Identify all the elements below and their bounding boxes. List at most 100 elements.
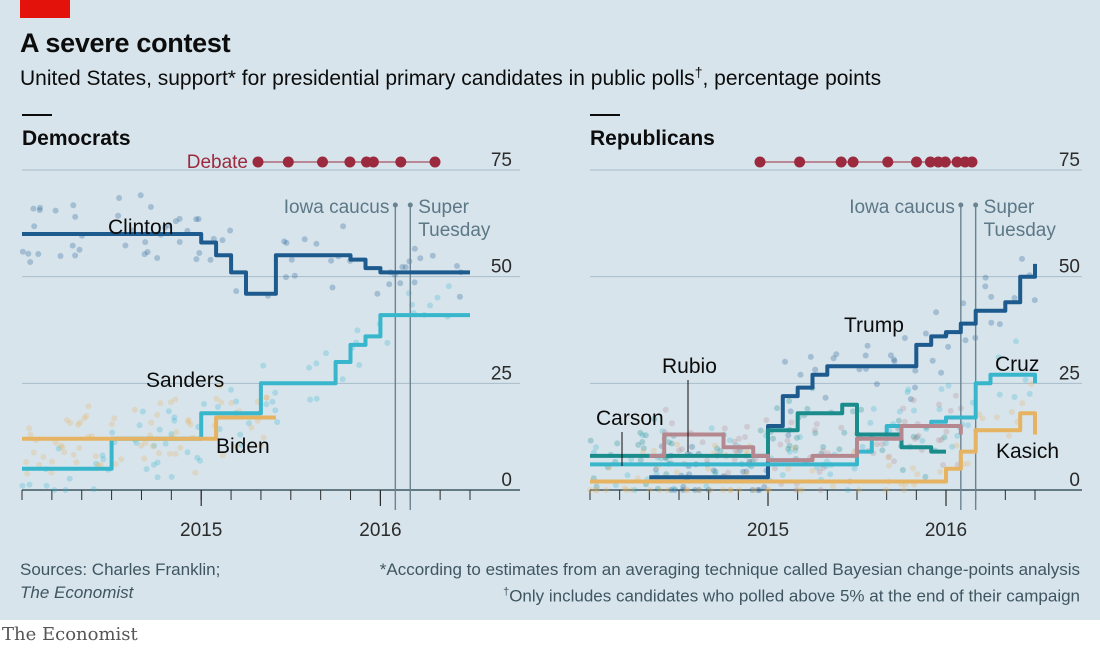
poll-dot-1-0-3 [833,351,840,358]
series-line-trump [649,263,1037,480]
poll-dot-1-0-34 [822,394,829,401]
poll-dot-0-2-35 [156,450,162,457]
poll-dot-1-4-22 [885,454,891,461]
poll-dot-0-1-15 [269,398,276,405]
poll-dot-1-3-22 [725,469,732,476]
poll-dot-0-1-68 [151,442,158,449]
poll-dot-1-2-66 [637,457,644,464]
event-marker-0-0 [392,202,398,208]
subtitle-text: United States, support* for presidential… [20,67,695,90]
poll-dot-0-2-56 [58,442,64,449]
poll-dot-1-1-0 [1026,390,1033,397]
poll-dot-0-0-37 [35,251,42,257]
poll-dot-0-0-19 [283,239,290,246]
poll-dot-1-2-19 [639,439,646,445]
poll-dot-0-0-45 [165,222,172,229]
debate-dot-1-9 [951,156,963,168]
poll-dot-0-0-58 [291,272,298,279]
poll-dot-0-0-38 [210,235,217,242]
poll-dot-0-0-69 [456,293,463,300]
poll-dot-0-0-67 [69,242,76,249]
poll-dot-1-1-67 [792,447,799,454]
poll-dot-1-2-41 [642,432,649,439]
poll-dot-1-3-18 [874,441,880,448]
poll-dot-0-2-54 [192,469,199,476]
sources-note: Sources: Charles Franklin; The Economist [20,558,220,604]
poll-dot-0-1-55 [307,396,314,403]
poll-dot-0-2-18 [177,444,184,451]
poll-dot-0-0-33 [19,248,26,255]
debate-dot-1-5 [911,156,922,168]
debate-dot-0-6 [395,156,407,168]
poll-dot-1-3-19 [811,427,818,434]
poll-dot-1-4-31 [587,487,594,493]
poll-dot-0-0-31 [454,263,460,269]
y-tick-label-0-50: 50 [491,257,512,278]
poll-dot-1-4-69 [647,487,653,493]
poll-dot-0-2-7 [52,439,59,446]
poll-dot-0-1-13 [313,395,320,402]
poll-dot-1-1-13 [882,440,889,447]
poll-dot-1-0-48 [996,321,1003,328]
poll-dot-1-4-3 [621,485,628,492]
poll-dot-0-1-39 [162,440,169,447]
panel-title-1: Republicans [590,127,715,150]
series-label-carson: Carson [596,407,664,430]
poll-dot-1-3-10 [721,425,728,432]
poll-dot-1-0-24 [1031,297,1038,304]
poll-dot-0-1-10 [260,362,267,369]
poll-dot-1-2-9 [804,405,811,412]
poll-dot-1-3-9 [699,439,706,446]
poll-dot-0-1-4 [237,431,244,438]
debate-dot-1-11 [966,156,978,168]
poll-dot-0-0-26 [52,207,59,214]
poll-dot-0-2-8 [263,394,270,401]
y-tick-label-1-50: 50 [1059,257,1080,278]
poll-dot-1-0-66 [1019,255,1025,262]
poll-dot-0-1-34 [427,302,434,309]
poll-dot-1-4-41 [937,468,943,475]
poll-dot-0-2-65 [27,431,34,438]
poll-dot-1-0-41 [749,487,756,493]
poll-dot-1-0-28 [933,309,940,316]
poll-dot-1-2-32 [895,417,902,424]
poll-dot-1-4-42 [900,487,907,493]
poll-dot-0-2-47 [168,399,174,406]
poll-dot-0-0-6 [154,255,161,261]
poll-dot-1-3-38 [879,441,886,448]
poll-dot-1-2-33 [910,433,917,440]
debate-dot-1-3 [847,156,859,168]
poll-dot-0-2-39 [141,455,148,462]
poll-dot-1-4-16 [592,487,599,493]
poll-dot-0-1-62 [339,376,346,383]
poll-dot-1-2-64 [879,447,886,454]
footnote-2: †Only includes candidates who polled abo… [380,581,1080,608]
poll-dot-1-1-30 [945,382,952,389]
poll-dot-0-0-60 [137,192,144,199]
poll-dot-1-3-45 [891,458,897,465]
poll-dot-1-3-59 [886,453,893,460]
poll-dot-1-1-61 [703,483,710,490]
poll-dot-0-2-45 [228,400,235,406]
poll-dot-1-1-50 [870,405,877,412]
poll-dot-1-4-38 [594,487,601,493]
poll-dot-1-4-25 [683,487,690,493]
poll-dot-1-0-21 [710,467,717,474]
poll-dot-0-0-65 [76,246,83,253]
poll-dot-1-2-31 [593,483,600,490]
poll-dot-1-4-11 [764,487,771,493]
poll-dot-1-3-47 [943,428,950,435]
poll-dot-1-2-60 [640,445,647,452]
y-tick-label-1-25: 25 [1059,363,1080,384]
poll-dot-1-3-51 [935,437,942,444]
panel-rule-0 [22,114,52,116]
poll-dot-1-2-18 [899,467,906,473]
poll-dot-1-4-48 [736,487,743,493]
poll-dot-1-2-34 [786,398,793,404]
debate-dot-1-8 [939,156,951,168]
poll-dot-1-1-48 [896,408,903,415]
poll-dot-0-0-34 [25,250,32,257]
debate-dot-1-0 [754,156,766,168]
poll-dot-1-4-40 [650,447,657,454]
poll-dot-0-0-51 [406,258,413,265]
